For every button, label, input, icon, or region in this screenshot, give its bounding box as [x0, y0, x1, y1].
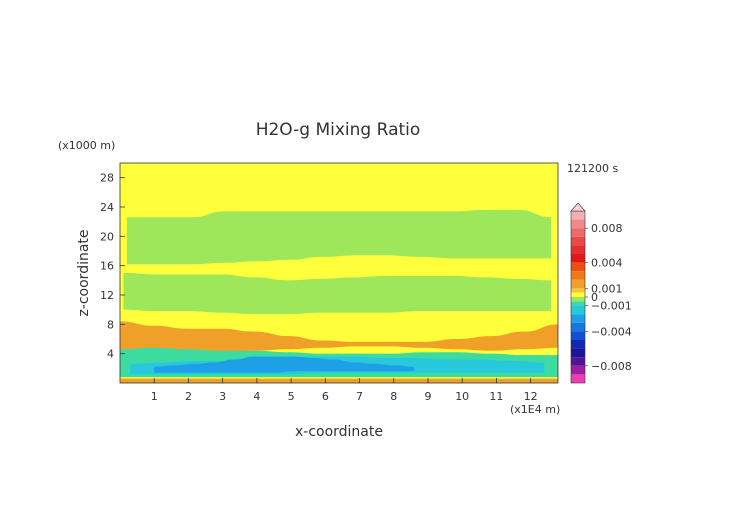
- colorbar-level: [571, 331, 585, 340]
- colorbar-level: [571, 211, 585, 220]
- x-tick-label: 2: [185, 390, 192, 403]
- colorbar-level: [571, 357, 585, 366]
- colorbar-level: [571, 219, 585, 229]
- colorbar-level: [571, 348, 585, 358]
- colorbar-label: 0: [591, 291, 598, 304]
- chart-title: H2O-g Mixing Ratio: [256, 120, 421, 140]
- y-tick-label: 8: [107, 318, 114, 331]
- colorbar-level: [571, 236, 585, 246]
- x-tick-label: 4: [253, 390, 260, 403]
- colorbar-level: [571, 271, 585, 280]
- colorbar-level: [571, 279, 585, 289]
- colorbar-label: 0.004: [591, 257, 623, 270]
- x-tick-label: 7: [356, 390, 363, 403]
- colorbar-level: [571, 254, 585, 263]
- colorbar-level: [571, 297, 585, 302]
- colorbar-level: [571, 305, 585, 315]
- y-tick-label: 20: [100, 230, 114, 243]
- colorbar-label: 0.001: [591, 282, 623, 295]
- y-tick-label: 28: [100, 172, 114, 185]
- x-axis: 1 2 3 4 5 6 7 8 9 10 11 12: [151, 378, 538, 403]
- contour-band-5: [154, 356, 415, 373]
- x-tick-label: 12: [524, 390, 538, 403]
- colorbar-extend-arrow: [570, 202, 586, 212]
- colorbar-level: [571, 322, 585, 332]
- x-tick-label: 1: [151, 390, 158, 403]
- plot-frame: [119, 162, 559, 384]
- colorbar-level: [571, 314, 585, 323]
- y-tick-label: 24: [100, 201, 114, 214]
- time-label: 121200 s: [567, 162, 618, 175]
- colorbar-level: [571, 374, 585, 383]
- colorbar-level: [571, 340, 585, 349]
- colorbar-level: [571, 365, 585, 375]
- colorbar-level: [571, 262, 585, 272]
- y-axis-label: z-coordinate: [76, 229, 92, 316]
- x-tick-label: 11: [489, 390, 503, 403]
- x-tick-label: 8: [390, 390, 397, 403]
- colorbar-level: [571, 288, 585, 293]
- y-tick-label: 4: [107, 348, 114, 361]
- colorbar-label: −0.008: [591, 360, 632, 373]
- colorbar-label: −0.001: [591, 300, 632, 313]
- colorbar-label: −0.004: [591, 325, 632, 338]
- y-tick-label: 16: [100, 260, 114, 273]
- contour-band-6: [120, 378, 558, 383]
- colorbar-level: [571, 245, 585, 254]
- colorbar-level: [571, 292, 585, 297]
- y-axis: 4 8 12 16 20 24 28: [100, 172, 125, 361]
- contour-band-2: [120, 321, 558, 353]
- colorbar-label: 0.008: [591, 222, 623, 235]
- contour-band-0: [126, 209, 552, 265]
- plot-area: [120, 163, 558, 383]
- x-axis-unit: (x1E4 m): [510, 403, 560, 416]
- y-tick-label: 12: [100, 289, 114, 302]
- x-tick-label: 9: [424, 390, 431, 403]
- colorbar-level: [571, 228, 585, 237]
- colorbar-level: [571, 301, 585, 306]
- x-tick-label: 10: [455, 390, 469, 403]
- x-tick-label: 3: [219, 390, 226, 403]
- x-tick-label: 6: [322, 390, 329, 403]
- y-axis-unit: (x1000 m): [58, 139, 115, 152]
- contour-band-1: [123, 273, 552, 315]
- x-axis-label: x-coordinate: [295, 424, 383, 440]
- x-tick-label: 5: [288, 390, 295, 403]
